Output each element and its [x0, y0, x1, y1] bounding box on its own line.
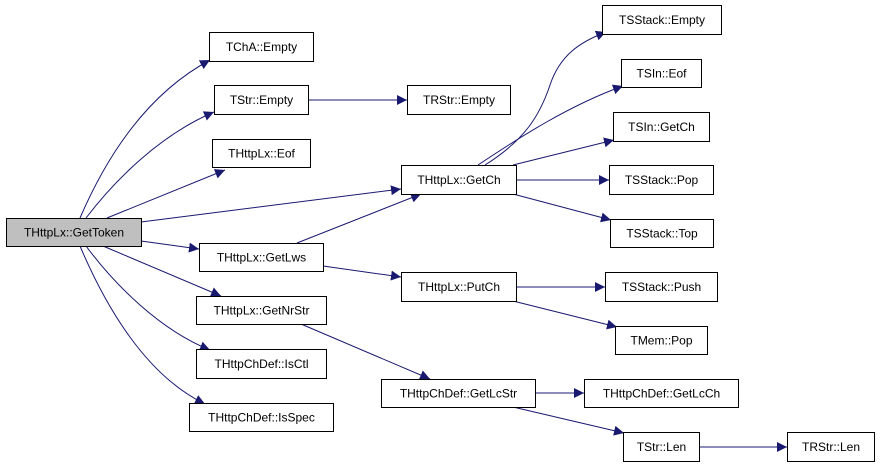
node-label: TSStack::Pop [625, 173, 699, 187]
edge-gettoken-to-getnrstr [102, 245, 222, 297]
node-label: THttpChDef::GetLcCh [603, 387, 720, 401]
node-box[interactable] [212, 139, 311, 168]
node-isctl[interactable]: THttpChDef::IsCtl [196, 349, 327, 379]
node-box[interactable] [214, 85, 309, 115]
edge-gettoken-to-tstr_empty [85, 111, 215, 219]
edge-gettoken-to-isspec [79, 245, 206, 405]
node-box[interactable] [621, 59, 702, 88]
node-getlcstr[interactable]: THttpChDef::GetLcStr [381, 379, 536, 408]
edge-getlcstr-to-tstr_len [512, 406, 625, 436]
node-label: THttpChDef::IsSpec [208, 411, 315, 425]
edge-gettoken-to-getch [140, 185, 402, 223]
node-tsstack-pop[interactable]: TSStack::Pop [609, 165, 714, 195]
node-httplx-eof[interactable]: THttpLx::Eof [212, 139, 311, 168]
node-box[interactable] [6, 218, 142, 247]
node-label: TRStr::Len [802, 440, 860, 454]
node-label: THttpLx::GetNrStr [213, 304, 309, 318]
edge-getch-to-tsstack_top [512, 193, 612, 223]
edge-getlws-to-putch [322, 265, 402, 281]
node-box[interactable] [196, 296, 327, 325]
node-tsstack-empty[interactable]: TSStack::Empty [602, 5, 722, 35]
node-label: TSStack::Push [622, 280, 701, 294]
node-box[interactable] [605, 272, 718, 302]
edge-putch-to-tmem_pop [512, 300, 618, 330]
node-label: TStr::Empty [230, 93, 293, 107]
edge-getlws-to-getch [296, 193, 422, 244]
node-box[interactable] [787, 432, 875, 462]
node-tmem-pop[interactable]: TMem::Pop [615, 326, 708, 355]
node-tsstack-top[interactable]: TSStack::Top [610, 219, 714, 248]
node-label: THttpLx::GetToken [24, 226, 124, 240]
node-box[interactable] [381, 379, 536, 408]
node-tstr-len[interactable]: TStr::Len [623, 432, 700, 462]
node-box[interactable] [407, 85, 511, 115]
node-gettoken[interactable]: THttpLx::GetToken [6, 218, 142, 247]
node-tstr-empty[interactable]: TStr::Empty [214, 85, 309, 115]
edge-gettoken-to-isctl [85, 245, 211, 351]
node-label: TSStack::Empty [619, 13, 705, 27]
node-tsin-getch[interactable]: TSIn::GetCh [613, 112, 710, 142]
node-label: THttpLx::Eof [228, 147, 295, 161]
node-tcha-empty[interactable]: TChA::Empty [209, 32, 314, 62]
node-box[interactable] [623, 432, 700, 462]
node-tsin-eof[interactable]: TSIn::Eof [621, 59, 702, 88]
node-box[interactable] [209, 32, 314, 62]
node-tsstack-push[interactable]: TSStack::Push [605, 272, 718, 302]
node-getlws[interactable]: THttpLx::GetLws [199, 243, 324, 272]
node-box[interactable] [613, 112, 710, 142]
node-box[interactable] [401, 272, 517, 302]
node-label: TStr::Len [637, 440, 686, 454]
edge-getch-to-tsstack_empty [484, 30, 607, 166]
node-label: TSIn::Eof [636, 67, 687, 81]
node-getch[interactable]: THttpLx::GetCh [401, 165, 517, 195]
node-box[interactable] [610, 219, 714, 248]
node-trstr-empty[interactable]: TRStr::Empty [407, 85, 511, 115]
node-label: THttpChDef::IsCtl [214, 357, 308, 371]
node-box[interactable] [199, 243, 324, 272]
node-box[interactable] [189, 403, 334, 432]
edge-gettoken-to-getlws [140, 240, 200, 253]
node-box[interactable] [196, 349, 327, 379]
node-box[interactable] [609, 165, 714, 195]
node-label: TChA::Empty [226, 40, 297, 54]
node-trstr-len[interactable]: TRStr::Len [787, 432, 875, 462]
node-label: TSIn::GetCh [628, 120, 695, 134]
node-getlcch[interactable]: THttpChDef::GetLcCh [584, 379, 739, 408]
node-label: THttpChDef::GetLcStr [400, 387, 517, 401]
node-label: TRStr::Empty [423, 93, 495, 107]
edge-gettoken-to-tcha_empty [79, 59, 211, 219]
node-putch[interactable]: THttpLx::PutCh [401, 272, 517, 302]
node-label: THttpLx::GetLws [217, 251, 306, 265]
node-getnrstr[interactable]: THttpLx::GetNrStr [196, 296, 327, 325]
node-label: TSStack::Top [626, 227, 698, 241]
edge-getnrstr-to-getlcstr [300, 323, 431, 380]
edge-getch-to-tsin_getch [512, 137, 615, 166]
node-isspec[interactable]: THttpChDef::IsSpec [189, 403, 334, 432]
node-box[interactable] [615, 326, 708, 355]
node-label: THttpLx::PutCh [418, 280, 500, 294]
node-box[interactable] [584, 379, 739, 408]
node-box[interactable] [602, 5, 722, 35]
edge-gettoken-to-httplx_eof [106, 169, 226, 219]
node-label: THttpLx::GetCh [417, 173, 500, 187]
node-box[interactable] [401, 165, 517, 195]
edge-getch-to-tsin_eof [477, 84, 624, 166]
node-label: TMem::Pop [630, 334, 692, 348]
